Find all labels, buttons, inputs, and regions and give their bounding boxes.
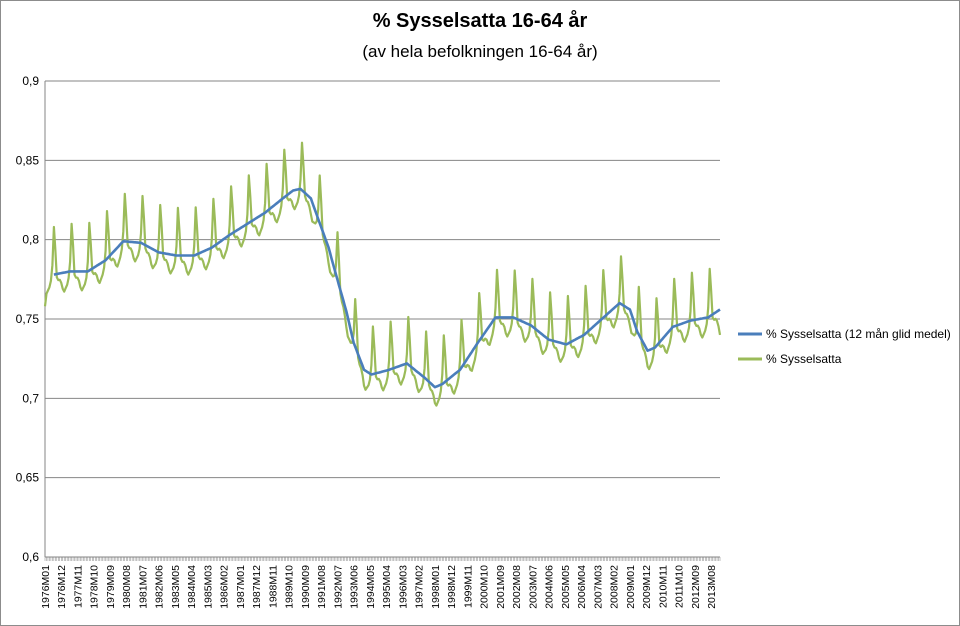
x-tick-label: 2009M12: [641, 565, 653, 609]
x-tick-label: 2003M07: [527, 565, 539, 609]
x-tick-label: 2009M01: [625, 565, 637, 609]
x-tick-label: 2010M11: [657, 565, 669, 608]
x-tick-label: 1982M06: [154, 565, 166, 609]
x-tick-label: 2008M02: [609, 565, 621, 609]
x-tick-label: 1985M03: [202, 565, 214, 609]
x-tick-label: 1987M01: [235, 565, 247, 609]
x-tick-label: 1986M02: [219, 565, 231, 609]
x-tick-label: 2012M09: [690, 565, 702, 609]
x-tick-label: 1980M08: [121, 565, 133, 609]
x-tick-label: 1979M09: [105, 565, 117, 609]
x-tick-label: 2004M06: [544, 565, 556, 609]
x-tick-label: 1977M11: [72, 565, 84, 608]
series-line-glid-medel: [53, 187, 721, 389]
x-tick-label: 1998M12: [446, 565, 458, 609]
x-tick-label: 1983M05: [170, 565, 182, 609]
x-tick-label: 1987M12: [251, 565, 263, 609]
series-line-sysselsatta: [43, 141, 722, 407]
x-tick-label: 1996M03: [397, 565, 409, 609]
x-tick-label: 1992M07: [332, 565, 344, 609]
x-tick-label: 1978M10: [89, 565, 101, 609]
x-tick-label: 2001M09: [495, 565, 507, 609]
x-tick-label: 2000M10: [479, 565, 491, 609]
y-tick-label: 0,6: [22, 550, 39, 564]
x-tick-label: 1989M10: [284, 565, 296, 609]
x-tick-label: 1990M09: [300, 565, 312, 609]
x-tick-label: 1991M08: [316, 565, 328, 609]
x-tick-label: 1997M02: [414, 565, 426, 609]
chart-subtitle: (av hela befolkningen 16-64 år): [362, 42, 598, 61]
y-tick-label: 0,8: [22, 233, 39, 247]
x-tick-label: 1995M04: [381, 565, 393, 609]
x-tick-label: 1999M11: [462, 565, 474, 608]
y-tick-label: 0,9: [22, 74, 39, 88]
x-tick-label: 1976M01: [40, 565, 52, 609]
x-tick-label: 1984M04: [186, 565, 198, 609]
x-tick-label: 1993M06: [349, 565, 361, 609]
x-tick-label: 1988M11: [267, 565, 279, 608]
y-tick-label: 0,85: [16, 153, 40, 167]
y-tick-label: 0,65: [16, 471, 40, 485]
legend-label: % Sysselsatta (12 mån glid medel): [766, 327, 951, 341]
x-tick-label: 2007M03: [592, 565, 604, 609]
x-tick-label: 1976M12: [56, 565, 68, 609]
x-tick-label: 2002M08: [511, 565, 523, 609]
x-tick-label: 1981M07: [137, 565, 149, 609]
x-tick-label: 1998M01: [430, 565, 442, 609]
x-tick-label: 1994M05: [365, 565, 377, 609]
x-tick-label: 2006M04: [576, 565, 588, 609]
y-tick-label: 0,7: [22, 391, 39, 405]
legend-label: % Sysselsatta: [766, 352, 842, 366]
x-tick-label: 2005M05: [560, 565, 572, 609]
chart-title: % Sysselsatta 16-64 år: [372, 10, 588, 32]
x-tick-label: 2011M10: [674, 565, 686, 608]
x-tick-label: 2013M08: [706, 565, 718, 609]
y-tick-label: 0,75: [16, 312, 40, 326]
